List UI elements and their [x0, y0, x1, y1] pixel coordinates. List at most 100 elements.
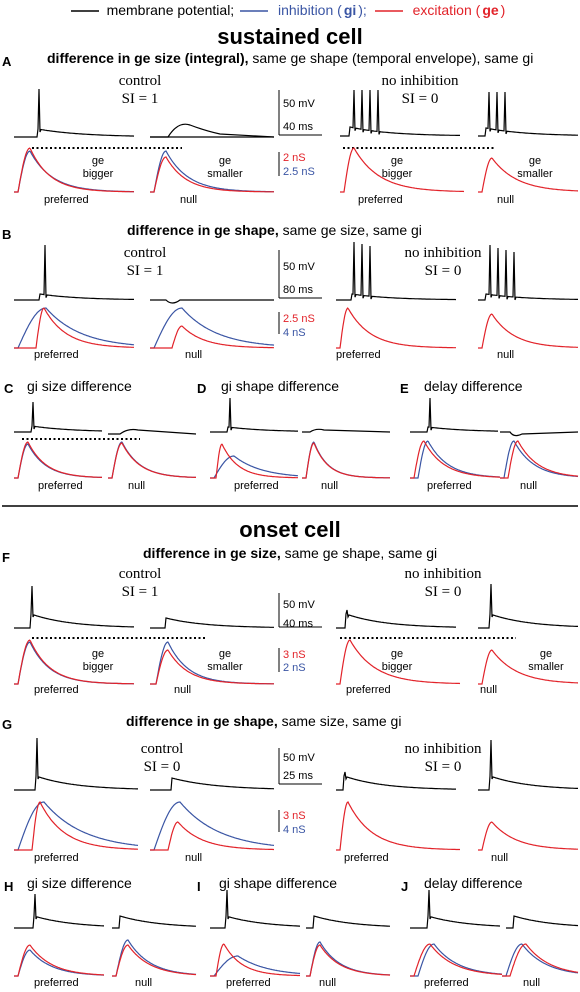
- panel-b-membrane-null-noinh: [478, 244, 578, 301]
- panel-g-noinh-si: SI = 0: [424, 759, 462, 775]
- panel-a-ge-pref-noinh: [340, 147, 465, 193]
- panel-a-noinh-label: no inhibition: [381, 73, 459, 89]
- panel-g-ge-null-noinh: [478, 821, 578, 851]
- panel-d-ge-null: [302, 442, 390, 479]
- panel-f-ge-bigger-noinh: ge bigger: [381, 648, 413, 673]
- panel-a-ge-bigger-ctrl: ge bigger: [82, 155, 114, 180]
- sustained-cell-heading: sustained cell: [217, 24, 363, 49]
- panel-j-membrane-pref: [410, 889, 500, 929]
- panel-a-ge-smaller-noinh: ge smaller: [517, 155, 553, 180]
- panel-a-noinh-si: SI = 0: [401, 91, 439, 107]
- panel-d-gi-null: [302, 441, 390, 479]
- panel-i-gi-pref: [210, 955, 301, 977]
- panel-f-control-si: SI = 1: [121, 584, 159, 600]
- panel-c-ge-null: [108, 442, 196, 479]
- panel-b-scale-mv: 50 mV: [283, 261, 315, 273]
- legend-excitation-suffix: ): [500, 2, 506, 18]
- panel-b-noinh-label: no inhibition: [404, 245, 482, 261]
- panel-a-gi-pref-ctrl: [14, 150, 134, 193]
- panel-d-title: gi shape difference: [221, 378, 340, 394]
- panel-h-gi-pref: [14, 949, 104, 977]
- panel-b-noinh-si: SI = 0: [424, 263, 462, 279]
- panel-a-gi-null-ctrl: [150, 150, 274, 193]
- panel-a-ge-pref-ctrl: [14, 147, 135, 193]
- panel-c-pref: preferred: [38, 480, 83, 492]
- panel-a-noinh: no inhibition SI = 0: [365, 72, 475, 108]
- panel-f-letter: F: [2, 550, 10, 565]
- panel-b-ge-null-ctrl: [150, 325, 274, 349]
- panel-f-membrane-pref-noinh: [336, 609, 456, 629]
- panel-f-ge-pref-noinh: [336, 639, 461, 685]
- panel-f-membrane-pref-ctrl: [14, 585, 134, 629]
- panel-f-membrane-null-noinh: [478, 583, 578, 629]
- legend-excitation: excitation (ge): [411, 2, 508, 18]
- panel-a-control-label: control: [118, 73, 162, 89]
- panel-f-gi-pref-ctrl: [14, 641, 134, 685]
- panel-h-null: null: [135, 977, 153, 989]
- panel-e-pref: preferred: [427, 480, 472, 492]
- panel-i-null: null: [319, 977, 337, 989]
- panel-f-title-bold: difference in ge size,: [143, 545, 281, 561]
- legend-excitation-prefix: excitation (: [412, 2, 481, 18]
- panel-a-scale-ns-red: 2 nS: [283, 152, 306, 164]
- panel-a-pref-noinh: preferred: [358, 194, 403, 206]
- panel-a-ge-null-noinh: [478, 157, 578, 193]
- panel-g-scale-ns-red: 3 nS: [283, 810, 306, 822]
- panel-i-pref: preferred: [226, 977, 271, 989]
- panel-b-letter: B: [2, 227, 12, 242]
- panel-i-title: gi shape difference: [219, 875, 338, 891]
- panel-a-null-ctrl: null: [180, 194, 198, 206]
- panel-a-membrane-null-noinh: [478, 91, 578, 137]
- panel-i-letter: I: [197, 879, 201, 894]
- panel-j-membrane-null: [506, 915, 579, 929]
- panel-a-ge-null-ctrl: [150, 156, 274, 193]
- panel-c-title: gi size difference: [27, 378, 132, 394]
- panel-i-ge-pref: [210, 943, 300, 977]
- panel-g-ge-pref-ctrl: [14, 801, 138, 851]
- panel-e-membrane-pref: [410, 397, 498, 433]
- panel-a-letter: A: [2, 54, 12, 69]
- panel-b-control-label: control: [123, 245, 167, 261]
- panel-b-noinh: no inhibition SI = 0: [388, 244, 498, 280]
- panel-f-ge-null-ctrl: [150, 649, 274, 685]
- panel-b-membrane-pref-noinh: [336, 241, 457, 301]
- panel-b-ge-pref-ctrl: [14, 307, 134, 349]
- panel-b-membrane-pref-ctrl: [14, 244, 134, 301]
- panel-c-letter: C: [4, 381, 14, 396]
- panel-g-scale-ms: 25 ms: [283, 770, 313, 782]
- panel-f-ge-pref-ctrl: [14, 639, 135, 685]
- panel-a-ge-bigger-noinh: ge bigger: [381, 155, 413, 180]
- panel-b-title-rest: same ge size, same gi: [278, 222, 422, 238]
- panel-g-noinh-label: no inhibition: [404, 741, 482, 757]
- panel-a-title-rest: same ge shape (temporal envelope), same …: [248, 50, 534, 66]
- panel-f-pref-ctrl: preferred: [34, 684, 79, 696]
- panel-d-null: null: [321, 480, 339, 492]
- membrane-legend-line: [70, 10, 99, 13]
- panel-i-gi-null: [306, 941, 391, 977]
- panel-e-null: null: [520, 480, 538, 492]
- panel-b-scale-ms: 80 ms: [283, 284, 313, 296]
- panel-g-gi-pref-ctrl: [14, 801, 139, 851]
- panel-h-ge-null: [112, 944, 197, 977]
- legend: membrane potential; inhibition (gi); exc…: [0, 2, 580, 18]
- panel-a-membrane-null-ctrl: [150, 123, 275, 138]
- panel-a-scale-mv: 50 mV: [283, 98, 315, 110]
- panel-a-scale-ns-blue: 2.5 nS: [283, 166, 315, 178]
- panel-a-membrane-pref-noinh: [340, 89, 460, 137]
- panel-b-gi-pref-ctrl: [14, 307, 135, 349]
- panel-b-control: control SI = 1: [100, 244, 190, 280]
- panel-a-scale-ms: 40 ms: [283, 121, 313, 133]
- panel-g-letter: G: [2, 717, 13, 732]
- panel-a-pref-ctrl: preferred: [44, 194, 89, 206]
- panel-c-gi-null: [108, 441, 196, 479]
- panel-f-membrane-null-ctrl: [150, 617, 274, 629]
- panel-i-membrane-pref: [210, 889, 300, 929]
- panel-g-title-bold: difference in ge shape,: [126, 713, 278, 729]
- panel-g-scale-mv: 50 mV: [283, 752, 315, 764]
- panel-h-gi-null: [112, 939, 197, 977]
- panel-b-title-bold: difference in ge shape,: [127, 222, 279, 238]
- legend-inhibition-suffix: );: [358, 2, 367, 18]
- panel-d-membrane-pref: [210, 397, 298, 433]
- panel-d-gi-pref: [210, 455, 299, 479]
